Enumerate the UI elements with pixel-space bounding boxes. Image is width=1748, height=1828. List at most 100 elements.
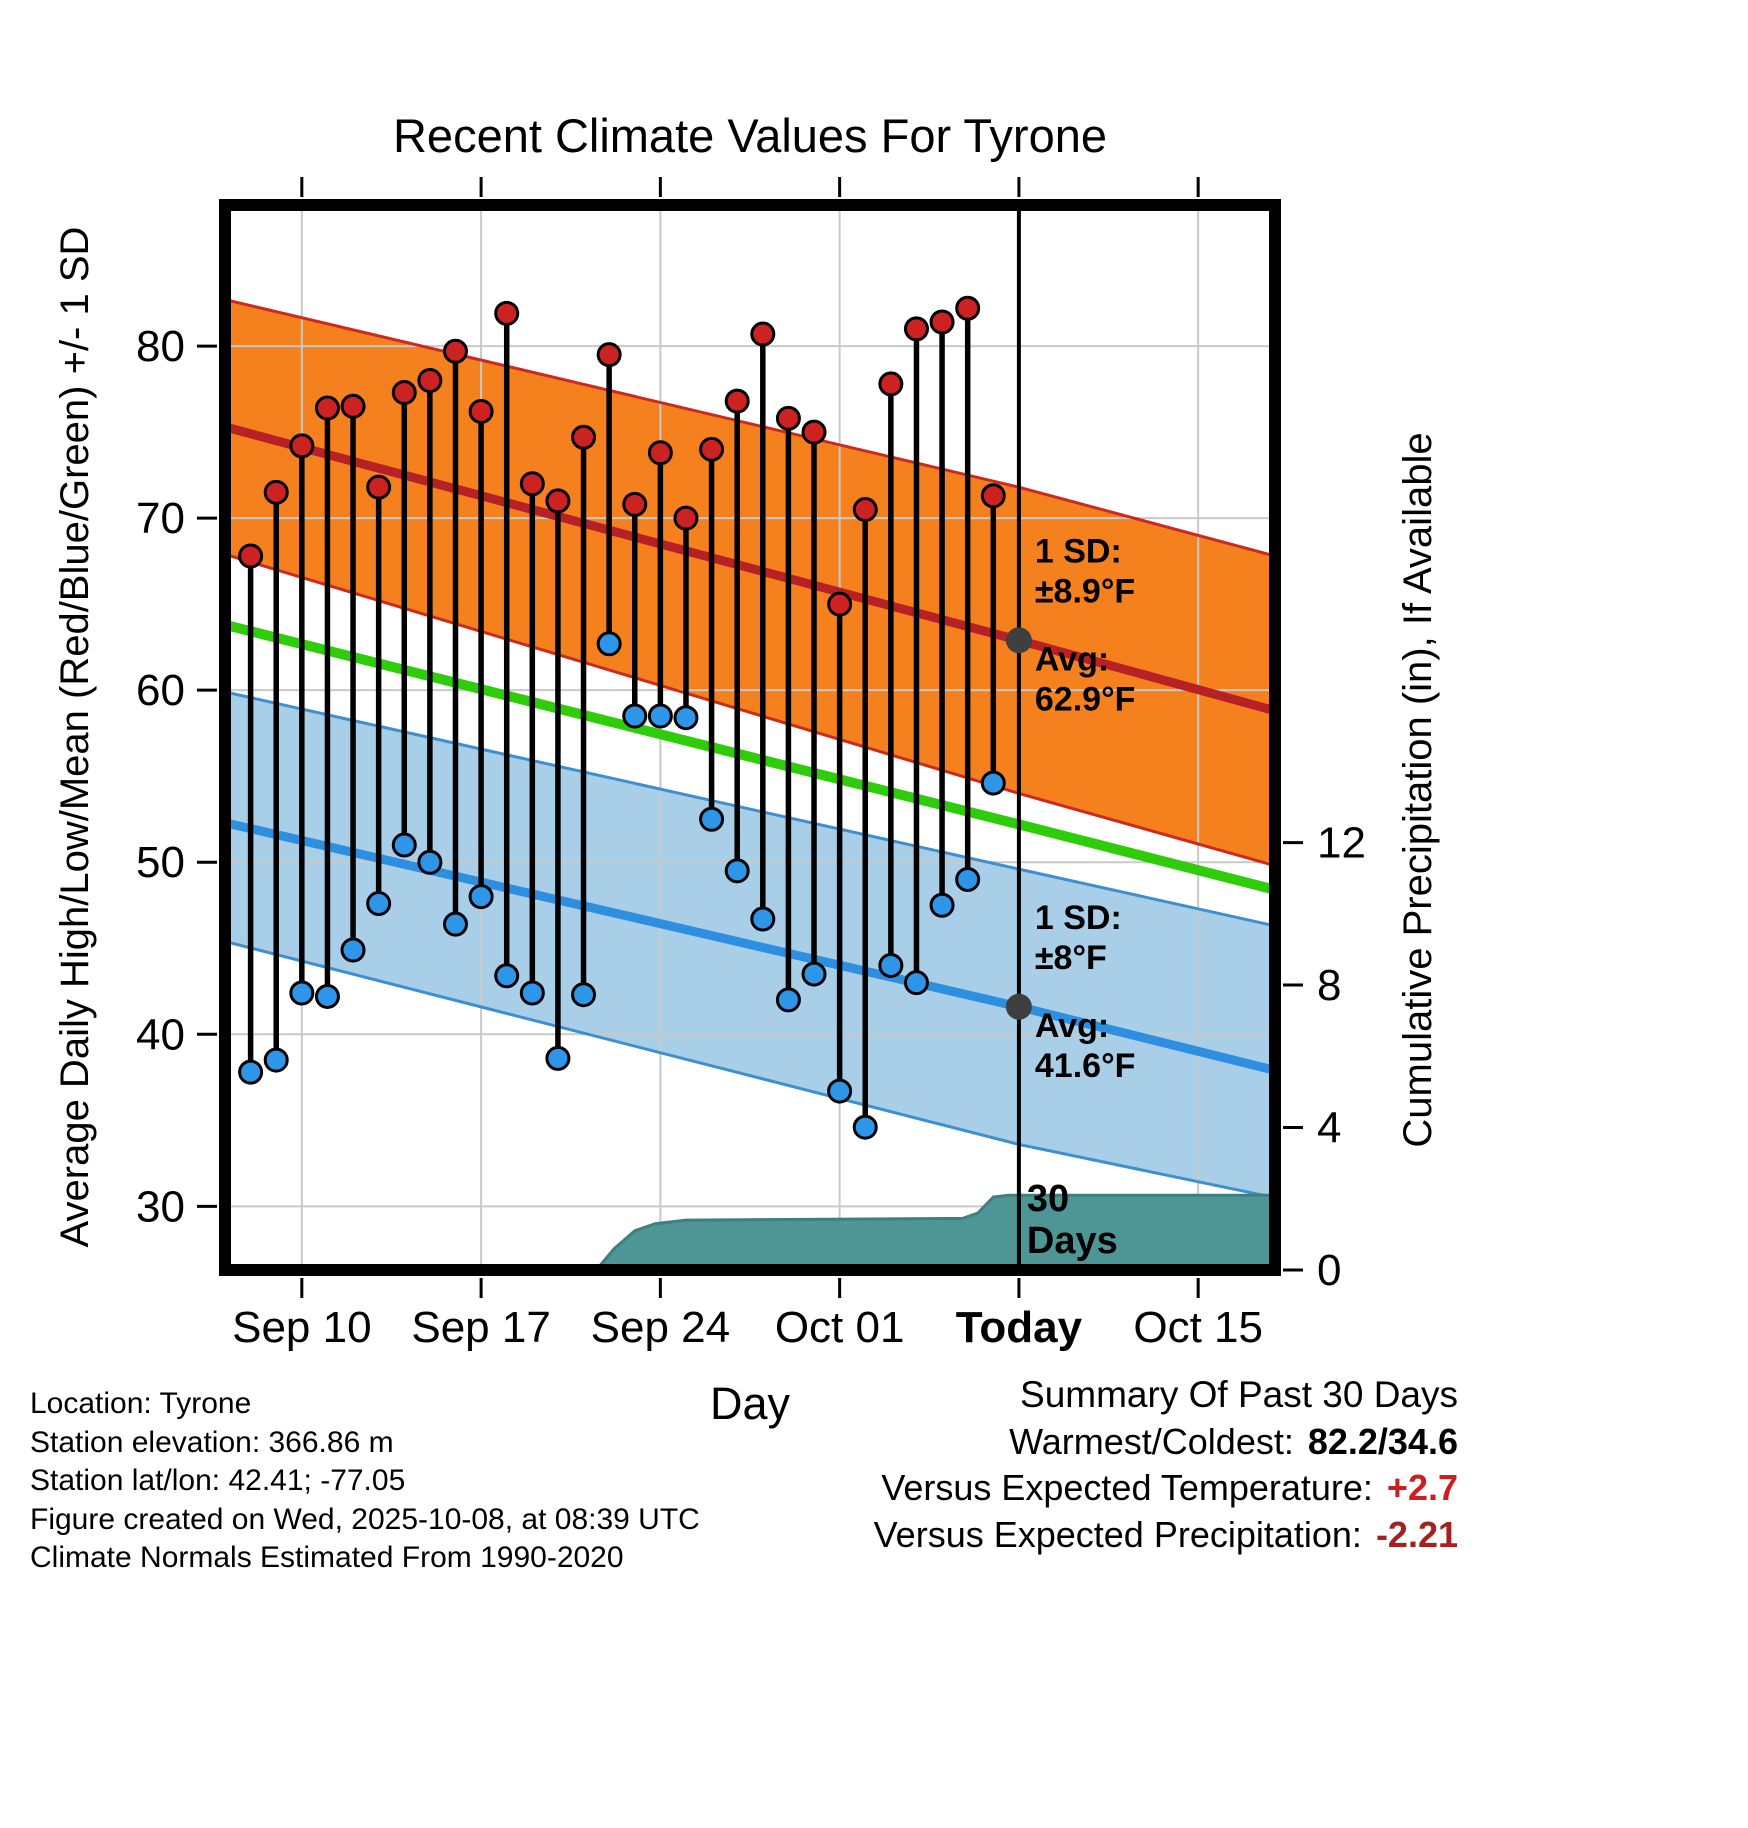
sd-avg-annotation: 1 SD: xyxy=(1035,532,1122,570)
sd-avg-annotation: ±8°F xyxy=(1035,939,1107,977)
high-normal-band xyxy=(225,299,1275,866)
daily-low-dot xyxy=(391,832,417,858)
plot-border xyxy=(219,199,1281,1276)
daily-low-dot xyxy=(545,1045,571,1071)
precip-tick-label: 12 xyxy=(1317,819,1366,868)
sd-avg-annotation: ±8.9°F xyxy=(1035,572,1135,610)
temp-tick-label: 80 xyxy=(136,322,185,371)
metadata-latlon: Station lat/lon: 42.41; -77.05 xyxy=(30,1464,406,1497)
daily-high-dot xyxy=(263,479,289,505)
day-tick-label: Oct 15 xyxy=(1133,1303,1263,1352)
summary-value: +2.7 xyxy=(1386,1467,1458,1508)
sd-avg-annotation: 1 SD: xyxy=(1035,899,1122,937)
daily-low-dot xyxy=(929,892,955,918)
metadata-normals: Climate Normals Estimated From 1990-2020 xyxy=(30,1541,624,1574)
daily-high-dot xyxy=(775,405,801,431)
daily-low-dot xyxy=(263,1047,289,1073)
daily-high-dot xyxy=(366,474,392,500)
day-tick-label: Oct 01 xyxy=(775,1303,905,1352)
daily-low-dot xyxy=(775,987,801,1013)
daily-high-dot xyxy=(596,342,622,368)
daily-low-dot xyxy=(571,982,597,1008)
daily-high-dot xyxy=(519,471,545,497)
daily-low-dot xyxy=(238,1059,264,1085)
daily-low-dot xyxy=(289,980,315,1006)
daily-low-dot xyxy=(801,961,827,987)
cumulative-precip-area xyxy=(225,1195,1275,1270)
daily-high-dot xyxy=(417,367,443,393)
daily-low-dot xyxy=(878,952,904,978)
daily-high-dot xyxy=(545,488,571,514)
daily-low-dot xyxy=(366,891,392,917)
daily-low-dot xyxy=(468,884,494,910)
day-tick-label: Sep 24 xyxy=(591,1303,730,1352)
daily-high-dot xyxy=(622,491,648,517)
daily-high-dot xyxy=(647,440,673,466)
summary-value: -2.21 xyxy=(1375,1513,1458,1555)
daily-low-dot xyxy=(340,937,366,963)
daily-high-dot xyxy=(903,316,929,342)
daily-high-dot xyxy=(699,436,725,462)
chart-title: Recent Climate Values For Tyrone xyxy=(392,109,1108,162)
cumulative-precip-line xyxy=(225,1193,1275,1272)
station-metadata: Location: Tyrone Station elevation: 366.… xyxy=(30,1385,700,1578)
summary-row-vs-precipitation: Versus Expected Precipitation: -2.21 xyxy=(874,1512,1458,1559)
temp-tick-label: 50 xyxy=(136,838,185,887)
summary-value: 82.2/34.6 xyxy=(1307,1420,1458,1462)
precip-tick-label: 0 xyxy=(1317,1246,1341,1295)
daily-high-dot xyxy=(289,433,315,459)
daily-high-dot xyxy=(673,505,699,531)
daily-high-dot xyxy=(571,424,597,450)
daily-low-dot xyxy=(699,806,725,832)
daily-low-dot xyxy=(852,1114,878,1140)
daily-low-dot xyxy=(955,866,981,892)
summary-block: Summary Of Past 30 Days Warmest/Coldest:… xyxy=(874,1372,1458,1558)
daily-high-dot xyxy=(852,497,878,523)
summary-row-vs-temperature: Versus Expected Temperature: +2.7 xyxy=(874,1465,1458,1512)
daily-low-dot xyxy=(519,980,545,1006)
daily-high-dot xyxy=(801,419,827,445)
temp-tick-label: 30 xyxy=(136,1182,185,1231)
daily-low-dot xyxy=(673,705,699,731)
daily-low-dot xyxy=(314,983,340,1009)
sd-avg-annotation: 62.9°F xyxy=(1035,680,1136,718)
temp-tick-label: 40 xyxy=(136,1010,185,1059)
daily-low-dot xyxy=(724,858,750,884)
daily-high-dot xyxy=(468,398,494,424)
right-axis-label: Cumulative Precipitation (in), If Availa… xyxy=(1396,432,1440,1148)
daily-low-dot xyxy=(827,1078,853,1104)
day-tick-label: Sep 10 xyxy=(232,1303,371,1352)
daily-high-dot xyxy=(340,393,366,419)
daily-low-dot xyxy=(622,703,648,729)
period-label: Days xyxy=(1027,1220,1118,1262)
temp-tick-label: 60 xyxy=(136,666,185,715)
daily-high-dot xyxy=(955,295,981,321)
precip-tick-label: 8 xyxy=(1317,961,1341,1010)
daily-high-dot xyxy=(929,309,955,335)
daily-low-dot xyxy=(980,770,1006,796)
summary-label: Versus Expected Temperature: xyxy=(881,1467,1373,1508)
summary-label: Warmest/Coldest: xyxy=(1009,1420,1294,1462)
metadata-created: Figure created on Wed, 2025-10-08, at 08… xyxy=(30,1502,700,1536)
daily-high-dot xyxy=(724,388,750,414)
metadata-location: Location: Tyrone xyxy=(30,1387,252,1420)
precip-tick-label: 4 xyxy=(1317,1104,1341,1153)
period-label: 30 xyxy=(1027,1178,1069,1220)
summary-label: Versus Expected Precipitation: xyxy=(873,1513,1362,1555)
day-tick-label: Today xyxy=(956,1303,1083,1352)
daily-low-dot xyxy=(647,703,673,729)
daily-high-dot xyxy=(827,591,853,617)
summary-title: Summary Of Past 30 Days xyxy=(1020,1374,1458,1415)
daily-high-dot xyxy=(391,380,417,406)
summary-row-warmest-coldest: Warmest/Coldest: 82.2/34.6 xyxy=(874,1419,1458,1466)
sd-avg-annotation: 41.6°F xyxy=(1035,1047,1136,1085)
daily-high-dot xyxy=(878,371,904,397)
daily-low-dot xyxy=(442,911,468,937)
daily-high-dot xyxy=(980,483,1006,509)
daily-low-dot xyxy=(596,631,622,657)
sd-avg-annotation: Avg: xyxy=(1035,640,1109,678)
daily-high-dot xyxy=(442,338,468,364)
